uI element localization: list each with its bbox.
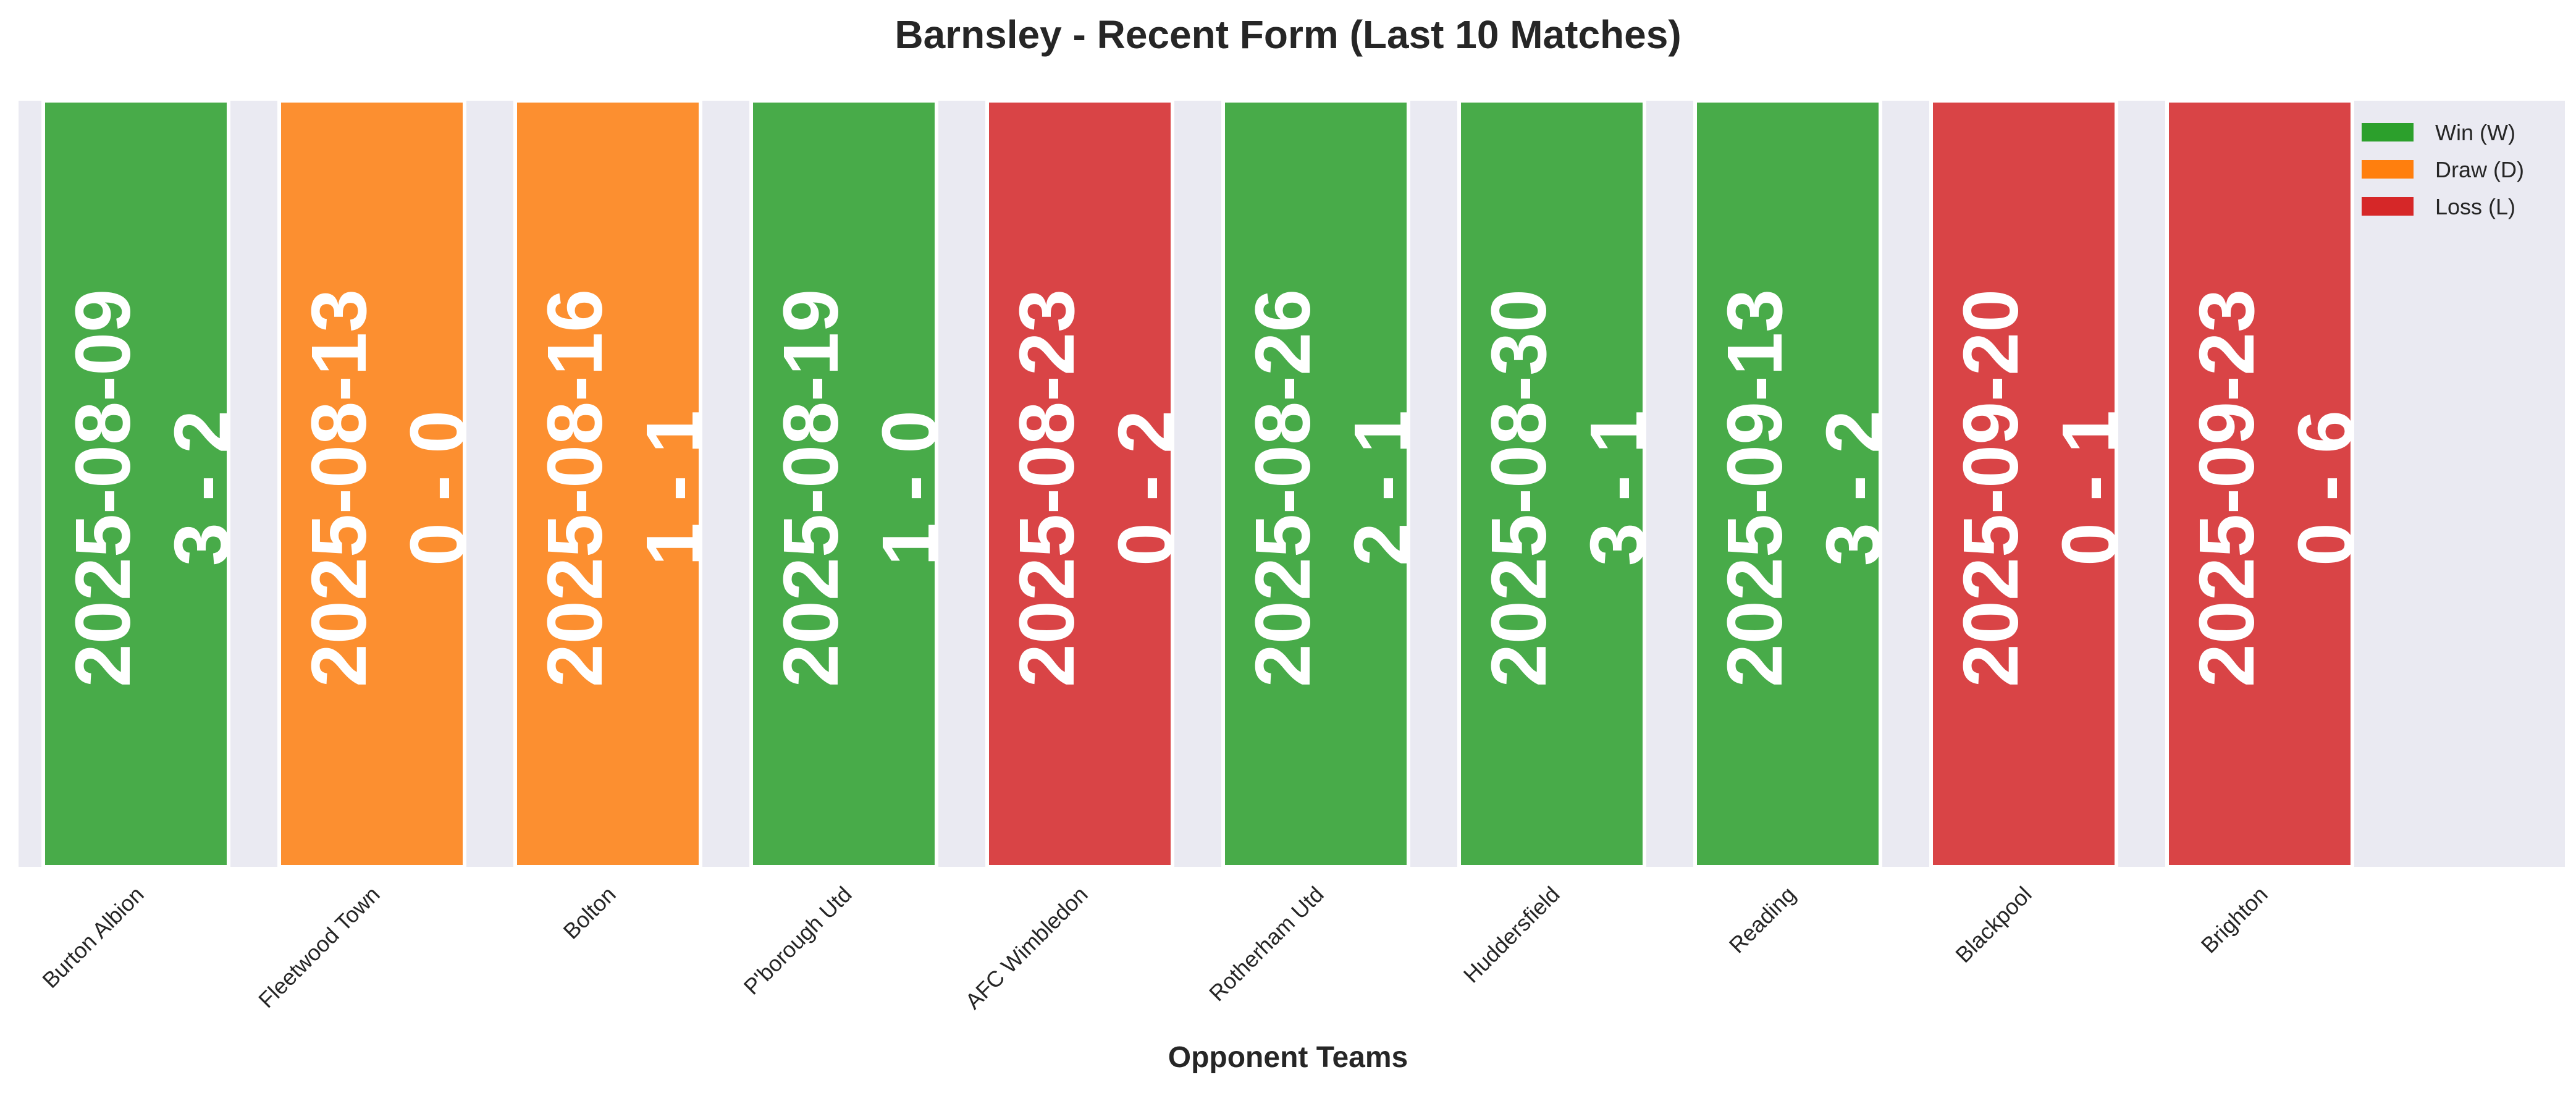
x-axis-title: Opponent Teams	[1168, 1041, 1408, 1074]
legend: Win (W) Draw (D) Loss (L)	[2362, 120, 2524, 219]
match-score: 3 - 1	[1574, 410, 1661, 566]
match-score: 3 - 2	[1810, 410, 1897, 566]
legend-swatch-l	[2362, 197, 2414, 216]
match-date: 2025-09-20	[1947, 289, 2034, 688]
bar-label: 2025-08-16 1 - 1	[531, 289, 717, 688]
x-tick-label: Fleetwood Town	[253, 882, 384, 1013]
match-date: 2025-09-13	[1711, 289, 1798, 688]
legend-label: Loss (L)	[2435, 194, 2515, 219]
x-tick-label: Brighton	[2196, 882, 2273, 958]
x-tick-label: Bolton	[558, 882, 620, 944]
match-score: 1 - 0	[866, 410, 953, 566]
bars-layer: 2025-08-09 3 - 2 2025-08-13 0 - 0 2025-08-16…	[41, 99, 2369, 869]
match-date: 2025-08-19	[767, 289, 854, 688]
bar-blackpool	[1929, 99, 2118, 869]
match-date: 2025-08-09	[59, 289, 146, 688]
match-date: 2025-08-26	[1239, 289, 1326, 688]
match-score: 0 - 1	[2046, 410, 2133, 566]
bar-p-borough-utd	[749, 99, 938, 869]
x-tick-label: Blackpool	[1950, 882, 2036, 968]
match-score: 3 - 2	[158, 410, 245, 566]
x-tick-label: Rotherham Utd	[1204, 882, 1329, 1006]
bar-label: 2025-08-13 0 - 0	[295, 289, 481, 688]
bar-huddersfield	[1457, 99, 1646, 869]
bar-label: 2025-08-30 3 - 1	[1475, 289, 1661, 688]
match-date: 2025-08-13	[295, 289, 382, 688]
x-tick-label: Reading	[1724, 882, 1801, 958]
bar-label: 2025-08-09 3 - 2	[59, 289, 245, 688]
bar-label: 2025-08-23 0 - 2	[1003, 289, 1189, 688]
bar-bolton	[513, 99, 702, 869]
x-tick-label: Burton Albion	[37, 882, 148, 993]
bar-brighton	[2165, 99, 2354, 869]
x-tick-labels: Burton Albion Fleetwood Town Bolton P'borou…	[37, 882, 2272, 1014]
match-score: 0 - 0	[394, 410, 481, 566]
bar-label: 2025-08-19 1 - 0	[767, 289, 953, 688]
match-date: 2025-08-23	[1003, 289, 1090, 688]
bar-label: 2025-08-26 2 - 1	[1239, 289, 1425, 688]
x-tick-label: AFC Wimbledon	[960, 882, 1092, 1014]
match-score: 0 - 6	[2282, 410, 2369, 566]
legend-label: Win (W)	[2435, 120, 2515, 145]
legend-swatch-d	[2362, 160, 2414, 179]
match-date: 2025-09-23	[2183, 289, 2270, 688]
match-score: 0 - 2	[1102, 410, 1189, 566]
x-tick-label: Huddersfield	[1458, 882, 1565, 988]
bar-afc-wimbledon	[985, 99, 1174, 869]
match-date: 2025-08-30	[1475, 289, 1562, 688]
match-date: 2025-08-16	[531, 289, 618, 688]
bar-label: 2025-09-23 0 - 6	[2183, 289, 2369, 688]
bar-burton-albion	[41, 99, 230, 869]
bar-rotherham-utd	[1221, 99, 1410, 869]
bar-label: 2025-09-20 0 - 1	[1947, 289, 2133, 688]
match-score: 1 - 1	[630, 410, 717, 566]
bar-reading	[1693, 99, 1882, 869]
x-tick-label: P'borough Utd	[739, 882, 857, 1000]
match-score: 2 - 1	[1338, 410, 1425, 566]
legend-swatch-w	[2362, 123, 2414, 141]
legend-label: Draw (D)	[2435, 157, 2524, 182]
chart-title: Barnsley - Recent Form (Last 10 Matches)	[894, 12, 1681, 57]
bar-label: 2025-09-13 3 - 2	[1711, 289, 1897, 688]
bar-fleetwood-town	[277, 99, 466, 869]
